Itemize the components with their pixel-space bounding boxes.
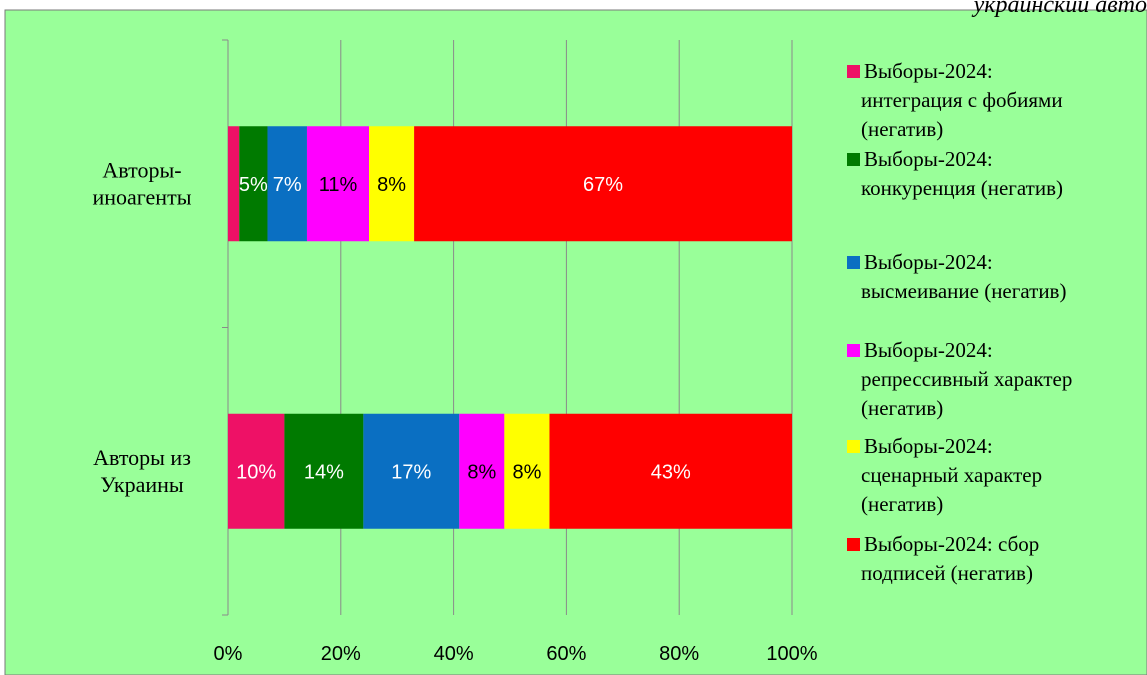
bar-segment	[414, 126, 792, 242]
category-label: Украины	[100, 472, 184, 497]
bar-segment	[239, 126, 268, 242]
x-tick-label: 40%	[434, 643, 474, 665]
legend-entry-text: высмеивание (негатив)	[861, 279, 1066, 303]
category-label: Авторы из	[93, 445, 191, 470]
legend-entry-text: сценарный характер	[861, 463, 1042, 487]
corner-note: украинский авто	[972, 0, 1147, 18]
data-label: 17%	[391, 461, 431, 483]
legend-entry-text: (негатив)	[861, 117, 943, 141]
data-label: 14%	[304, 461, 344, 483]
data-label: 11%	[319, 174, 358, 196]
x-tick-label: 0%	[214, 643, 243, 665]
legend-entry-text: Выборы-2024:	[864, 250, 993, 274]
legend-swatch	[847, 440, 860, 453]
legend-entry-text: конкуренция (негатив)	[861, 176, 1063, 200]
legend-swatch	[847, 153, 860, 166]
x-tick-label: 100%	[766, 643, 817, 665]
legend-entry-text: Выборы-2024:	[864, 147, 993, 171]
legend-entry-text: подписей (негатив)	[861, 561, 1033, 585]
bar-segment	[504, 413, 550, 529]
bar-segment	[363, 413, 460, 529]
legend-entry-text: Выборы-2024:	[864, 434, 993, 458]
category-label: Авторы-	[102, 157, 181, 182]
bar-segment	[284, 413, 364, 529]
category-label: иноагенты	[93, 184, 192, 209]
data-label: 7%	[273, 174, 302, 196]
legend-entry-text: (негатив)	[861, 492, 943, 516]
data-label: 67%	[583, 174, 623, 196]
legend-swatch	[847, 538, 860, 551]
legend-entry-text: Выборы-2024: сбор	[864, 532, 1039, 556]
data-label: 8%	[512, 461, 541, 483]
bar-segment	[549, 413, 792, 529]
data-label: 8%	[467, 461, 496, 483]
data-label: 10%	[236, 461, 276, 483]
data-label: 5%	[239, 174, 268, 196]
x-tick-labels: 0% 20% 40% 60% 80% 100%	[214, 643, 818, 665]
legend-entry-text: интеграция с фобиями	[861, 88, 1063, 112]
bar-segment	[267, 126, 307, 242]
legend-entry-text: Выборы-2024:	[864, 338, 993, 362]
legend: Выборы-2024: интеграция с фобиями (негатив…	[847, 59, 1072, 585]
bar-segment	[306, 126, 369, 242]
legend-entry-text: Выборы-2024:	[864, 59, 993, 83]
legend-swatch	[847, 344, 860, 357]
x-tick-label: 80%	[659, 643, 699, 665]
legend-entry-text: репрессивный характер	[861, 367, 1072, 391]
data-label: 43%	[651, 461, 691, 483]
x-tick-label: 60%	[546, 643, 586, 665]
bars: 5% 7% 11% 8% 67% 10% 14% 17% 8% 8% 43%	[228, 126, 792, 529]
chart-area-background	[4, 9, 1147, 675]
bar-segment	[459, 413, 505, 529]
legend-entry-text: (негатив)	[861, 396, 943, 420]
bar-segment	[369, 126, 415, 242]
legend-swatch	[847, 256, 860, 269]
data-label: 8%	[377, 174, 406, 196]
bar-segment	[228, 413, 285, 529]
legend-swatch	[847, 65, 860, 78]
bar-segment	[228, 126, 240, 242]
x-tick-label: 20%	[321, 643, 361, 665]
